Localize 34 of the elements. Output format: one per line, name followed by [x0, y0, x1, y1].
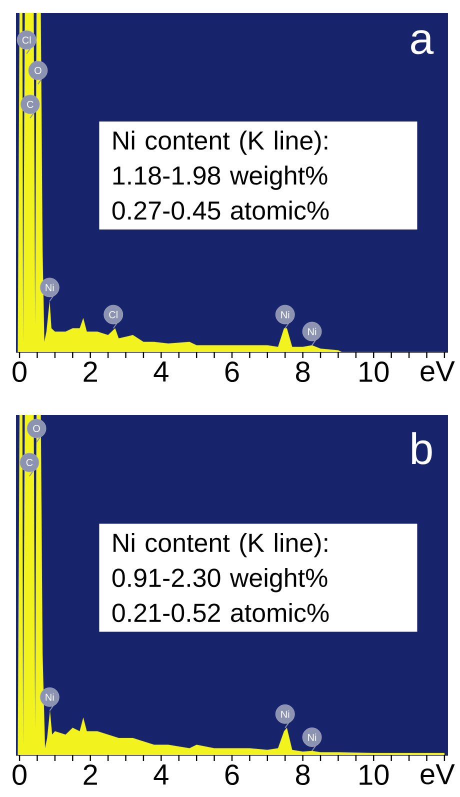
annotation: Ni: [308, 734, 316, 741]
annotation: Ni: [46, 693, 54, 701]
x-tick-label: 2: [84, 362, 97, 382]
annotation: 1.18-1.98 weight%: [113, 166, 328, 190]
annotation: Ni: [308, 328, 316, 336]
x-axis-title: eV: [420, 361, 455, 382]
annotation: Ni: [281, 310, 290, 318]
chart-title: b: [412, 432, 432, 464]
annotation: 0.91-2.30 weight%: [112, 568, 328, 592]
annotation: Ni: [46, 284, 54, 292]
x-tick-label: 6: [225, 362, 239, 382]
annotation: Ni content (K line):: [114, 130, 328, 155]
annotation: Cl: [109, 310, 118, 318]
annotation: Ni content (K line):: [114, 532, 328, 558]
annotation: Ni: [281, 710, 290, 718]
x-tick-label: 0: [12, 764, 26, 786]
annotation: 0.27-0.45 atomic%: [112, 200, 329, 220]
annotation: C: [27, 100, 34, 108]
annotation: O: [34, 66, 42, 74]
x-tick-label: 8: [296, 764, 310, 786]
x-tick-label: 4: [154, 764, 168, 784]
x-tick-label: 6: [225, 764, 239, 786]
annotation: O: [33, 424, 40, 432]
annotation: 0.21-0.52 atomic%: [112, 602, 329, 622]
x-tick-label: 0: [12, 362, 26, 382]
x-tick-label: 10: [360, 362, 389, 382]
x-tick-label: 2: [84, 764, 97, 785]
x-tick-label: 4: [154, 362, 168, 382]
x-axis-title: eV: [420, 764, 455, 784]
x-tick-label: 8: [296, 362, 310, 382]
chart-title: a: [411, 30, 434, 54]
annotation: C: [26, 458, 33, 466]
x-tick-label: 10: [360, 764, 389, 786]
annotation: Cl: [22, 36, 31, 44]
